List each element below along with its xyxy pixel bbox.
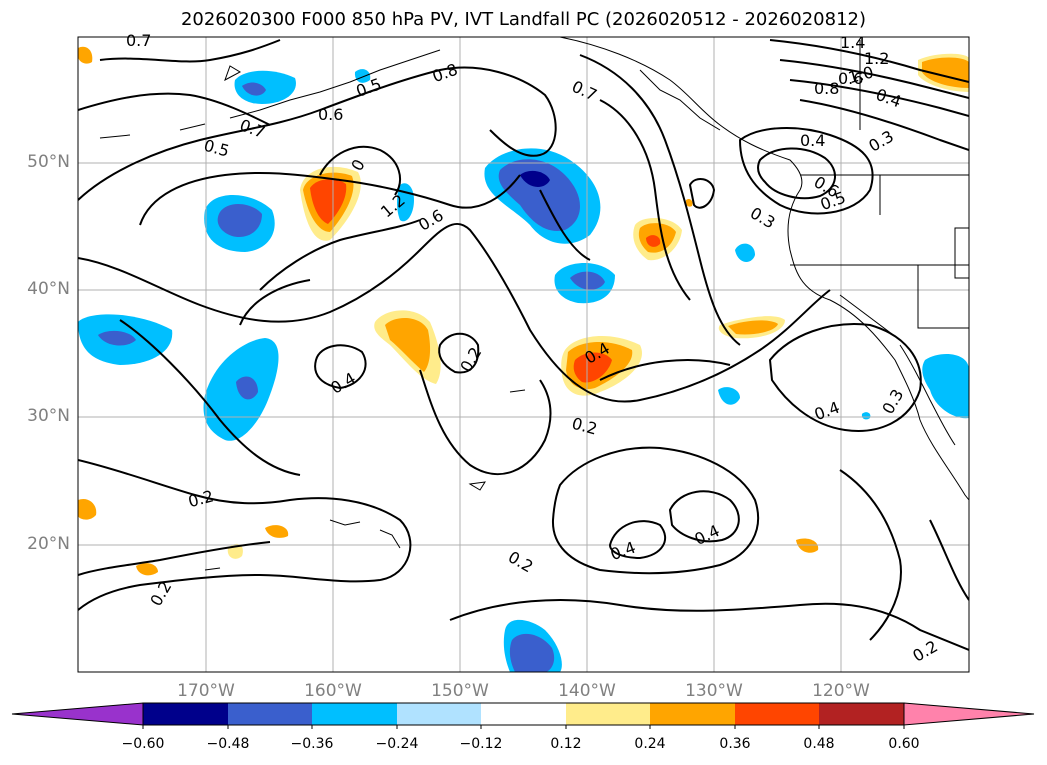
contour-label: 0.4 <box>812 398 842 425</box>
colorbar-segment <box>397 703 481 725</box>
coastlines <box>99 37 969 571</box>
neg-blob <box>520 170 550 187</box>
contour-label: 0.6 <box>838 69 863 88</box>
lon-label: 160°W <box>304 681 362 701</box>
contour-label: 0.7 <box>126 31 151 50</box>
lat-label: 20°N <box>27 534 70 554</box>
pos-blob <box>78 498 97 520</box>
contour-label: 0.2 <box>505 547 537 576</box>
contour-label: 0.8 <box>814 79 839 98</box>
colorbar-segment <box>819 703 904 725</box>
neg-blob <box>861 412 871 420</box>
colorbar-tick-label: −0.24 <box>375 736 419 752</box>
colorbar-segment <box>735 703 819 725</box>
colorbar-segment <box>228 703 312 725</box>
contour-label: 1.4 <box>840 33 865 52</box>
neg-blob <box>718 387 740 405</box>
contour-label: 0.3 <box>878 386 907 418</box>
lat-label: 30°N <box>27 406 70 426</box>
colorbar-tick-label: 0.12 <box>550 736 582 752</box>
neg-blob <box>735 243 755 262</box>
contour-label: 0.6 <box>318 105 343 124</box>
lon-label: 150°W <box>431 681 489 701</box>
contour-label: 0.7 <box>569 77 600 105</box>
colorbar <box>11 702 1035 729</box>
colorbar-segment <box>143 703 228 725</box>
pos-blob <box>136 563 158 576</box>
neg-blob <box>242 82 266 96</box>
colorbar-tick-label: −0.36 <box>290 736 334 752</box>
pos-blob <box>728 320 778 335</box>
colorbar-segment <box>481 703 566 725</box>
pos-blob <box>385 318 431 372</box>
neg-blob <box>234 70 296 104</box>
map-title: 2026020300 F000 850 hPa PV, IVT Landfall… <box>180 9 867 30</box>
lon-label: 130°W <box>685 681 743 701</box>
neg-blob <box>236 376 258 400</box>
pos-blob <box>310 179 347 224</box>
contour-label: 0.4 <box>327 368 359 397</box>
neg-blob <box>922 354 969 419</box>
contour-label: 0.7 <box>237 115 267 142</box>
lon-label: 140°W <box>558 681 616 701</box>
colorbar-tick-label: −0.12 <box>459 736 503 752</box>
pos-blob <box>573 352 612 383</box>
contour-label: 0.3 <box>747 203 779 232</box>
contour-label: 0.4 <box>608 538 638 565</box>
colorbar-extend-low <box>11 702 144 726</box>
neg-blob <box>98 330 136 346</box>
pos-blob <box>796 538 819 553</box>
contour-label: 0.2 <box>186 486 216 511</box>
colorbar-segment <box>566 703 650 725</box>
colorbar-tick-label: −0.48 <box>206 736 250 752</box>
colorbar-segment <box>650 703 735 725</box>
lon-label: 120°W <box>812 681 870 701</box>
lat-label: 40°N <box>27 279 70 299</box>
contour-label: 0.2 <box>146 578 175 610</box>
neg-blob <box>509 633 555 672</box>
colorbar-extend-high <box>903 702 1035 726</box>
contour-label: 1.2 <box>864 49 889 68</box>
colorbar-tick-label: 0.24 <box>634 736 666 752</box>
pos-blob <box>646 235 661 247</box>
pos-blob <box>922 57 969 88</box>
colorbar-tick-label: 0.36 <box>719 736 751 752</box>
pos-blob <box>78 46 93 64</box>
contour-label: 0.2 <box>456 344 485 376</box>
colorbar-tick-label: 0.48 <box>803 736 835 752</box>
colorbar-segment <box>312 703 397 725</box>
gridlines <box>78 37 969 672</box>
contour-label: 0.3 <box>865 126 897 155</box>
pos-blob <box>685 198 693 207</box>
contour-label: 0.4 <box>873 85 903 112</box>
contour-label: 0.8 <box>430 60 460 87</box>
colorbar-tick-label: 0.60 <box>888 736 920 752</box>
neg-blob <box>354 69 371 83</box>
pos-blob <box>265 525 289 538</box>
neg-blob <box>217 203 262 238</box>
lon-label: 170°W <box>177 681 235 701</box>
colorbar-tick-label: −0.60 <box>121 736 165 752</box>
plot-frame <box>77 36 970 673</box>
contour-lines <box>78 39 969 651</box>
contour-label: 0.2 <box>909 636 941 665</box>
lat-label: 50°N <box>27 152 70 172</box>
contour-label: 0.4 <box>800 131 825 150</box>
